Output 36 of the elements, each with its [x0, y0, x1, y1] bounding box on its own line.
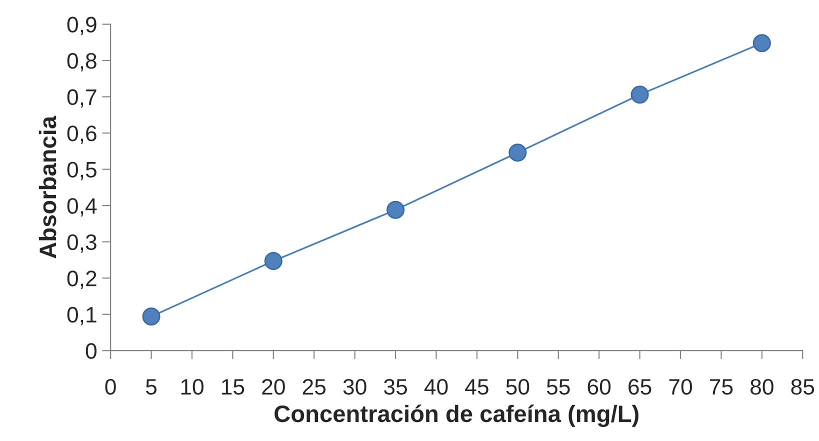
y-tick-label: 0,5: [67, 162, 96, 180]
x-tick-label: 10: [181, 378, 204, 395]
point: [386, 200, 405, 219]
y-tick-label: 0,1: [67, 306, 96, 326]
x-tick-label: 40: [424, 378, 448, 395]
y-axis-title: Absorbancia: [38, 116, 56, 258]
x-tick-label: 20: [262, 378, 285, 395]
x-tick-label: 60: [588, 378, 611, 395]
x-tick-label: 65: [628, 378, 652, 395]
x-tick-label: 25: [302, 378, 326, 395]
y-tick-label: 0,3: [67, 234, 96, 253]
y-tick-label: 0,9: [67, 16, 96, 36]
x-tick-label: 55: [546, 379, 570, 395]
y-tick-label: 0,8: [67, 53, 96, 72]
y-tick-label: 0,2: [67, 270, 96, 289]
x-tick-label: 5: [146, 379, 157, 395]
x-axis-title: Concentración de cafeína (mg/L): [274, 404, 638, 427]
x-tick-label: 35: [384, 378, 407, 395]
y-tick-label: 0,7: [67, 89, 96, 108]
x-tick-label: 45: [465, 379, 488, 395]
y-tick-label: 0,6: [67, 126, 96, 144]
x-tick-label: 80: [750, 378, 774, 395]
point: [752, 34, 771, 52]
point: [630, 86, 649, 104]
point: [142, 307, 160, 326]
point: [264, 252, 282, 270]
x-tick-label: 0: [105, 378, 116, 395]
x-tick-label: 50: [506, 378, 530, 395]
point: [508, 144, 527, 162]
y-tick-label: 0: [86, 343, 97, 359]
x-tick-label: 30: [343, 378, 366, 395]
x-tick-label: 85: [791, 378, 814, 395]
x-tick-label: 75: [710, 379, 733, 395]
x-tick-label: 70: [669, 378, 692, 395]
y-tick-label: 0,4: [67, 198, 97, 216]
x-tick-label: 15: [222, 379, 244, 395]
